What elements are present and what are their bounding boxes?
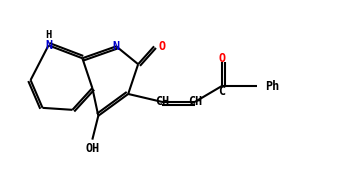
- Text: H: H: [46, 30, 52, 40]
- Text: Ph: Ph: [265, 79, 279, 93]
- Text: N: N: [113, 40, 120, 53]
- Text: CH: CH: [188, 95, 202, 108]
- Text: C: C: [218, 86, 225, 98]
- Text: OH: OH: [85, 142, 100, 155]
- Text: O: O: [158, 40, 166, 53]
- Text: N: N: [45, 39, 52, 52]
- Text: CH: CH: [155, 95, 169, 108]
- Text: O: O: [218, 52, 225, 65]
